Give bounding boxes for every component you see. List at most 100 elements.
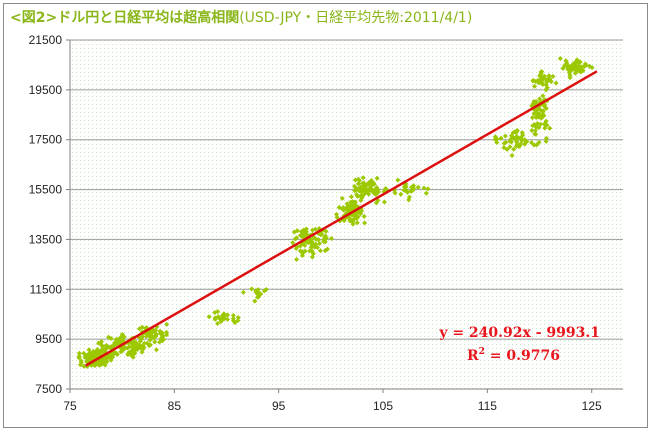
data-point [519,130,525,136]
data-point [374,175,380,181]
data-point [361,188,367,194]
data-point [543,138,549,144]
data-point [303,226,309,232]
data-point [307,248,313,254]
data-point [348,194,354,200]
data-point [301,249,307,255]
data-point [86,356,92,362]
data-point [81,363,87,369]
y-tick-label: 7500 [35,382,62,396]
data-point [353,187,359,193]
data-point [249,286,255,292]
data-point [139,343,145,349]
chart-title: <図2>ドル円と日経平均は超高相関(USD-JPY・日経平均先物:2011/4/… [10,7,472,27]
data-point [522,137,528,143]
data-point [572,70,578,76]
data-point [498,135,504,141]
data-point [293,246,299,252]
data-point [134,341,140,347]
data-point [528,140,534,146]
data-point [538,121,544,127]
y-tick-label: 9500 [35,332,62,346]
data-point [531,142,537,148]
data-point [383,185,389,191]
data-point [309,227,315,233]
data-point [113,337,119,343]
data-point [538,71,544,77]
data-point [156,339,162,345]
chart-title-main: <図2>ドル円と日経平均は超高相関 [10,10,240,26]
trendline [85,70,598,367]
data-point [224,316,230,322]
data-point [348,199,354,205]
data-point [531,83,537,89]
data-point [540,74,546,80]
data-point [544,85,550,91]
data-point [121,334,127,340]
data-point [159,330,165,336]
data-point [333,211,339,217]
data-point [531,111,537,117]
data-point [513,143,519,149]
data-point [509,152,515,158]
data-point [355,181,361,187]
data-point [98,339,104,345]
data-point [374,184,380,190]
data-point [404,189,410,195]
data-point [361,185,367,191]
data-point [149,329,155,335]
data-point [576,60,582,66]
data-point [539,115,545,121]
data-point [535,77,541,83]
data-point [98,349,104,355]
data-point [425,186,431,192]
data-point [401,184,407,190]
y-tick-label: 13500 [29,232,63,246]
data-point [362,220,368,226]
data-point [395,177,401,183]
x-tick-label: 95 [272,399,286,413]
data-point [212,315,218,321]
data-point [512,136,518,142]
data-point [360,175,366,181]
data-point [564,60,570,66]
data-point [305,239,311,245]
x-tick-label: 115 [478,399,497,413]
data-point [294,256,300,262]
data-point [152,339,158,345]
data-point [522,141,528,147]
x-tick-label: 85 [168,399,182,413]
data-point [529,128,535,134]
data-point [508,136,514,142]
data-point [297,243,303,249]
data-point [360,193,366,199]
data-point [536,111,542,117]
data-point [557,56,563,62]
y-tick-label: 17500 [29,133,63,147]
data-point [263,286,269,292]
trendline-equation: y = 240.92x - 9993.1 [438,325,600,341]
data-point [309,241,315,247]
data-point [129,350,135,356]
data-point [530,123,536,129]
data-point [358,197,364,203]
data-point [230,313,236,319]
data-point [313,241,319,247]
data-point [546,73,552,79]
data-point [257,291,263,297]
data-point [578,66,584,72]
data-point [536,139,542,145]
data-point [550,73,556,79]
data-point [548,79,554,85]
data-point [109,343,115,349]
data-point [529,115,535,121]
data-point [411,185,417,191]
data-point [503,140,509,146]
data-point [76,355,82,361]
data-point [530,78,536,84]
data-point [148,334,154,340]
data-point [94,360,100,366]
data-point [354,191,360,197]
data-point [328,236,334,242]
